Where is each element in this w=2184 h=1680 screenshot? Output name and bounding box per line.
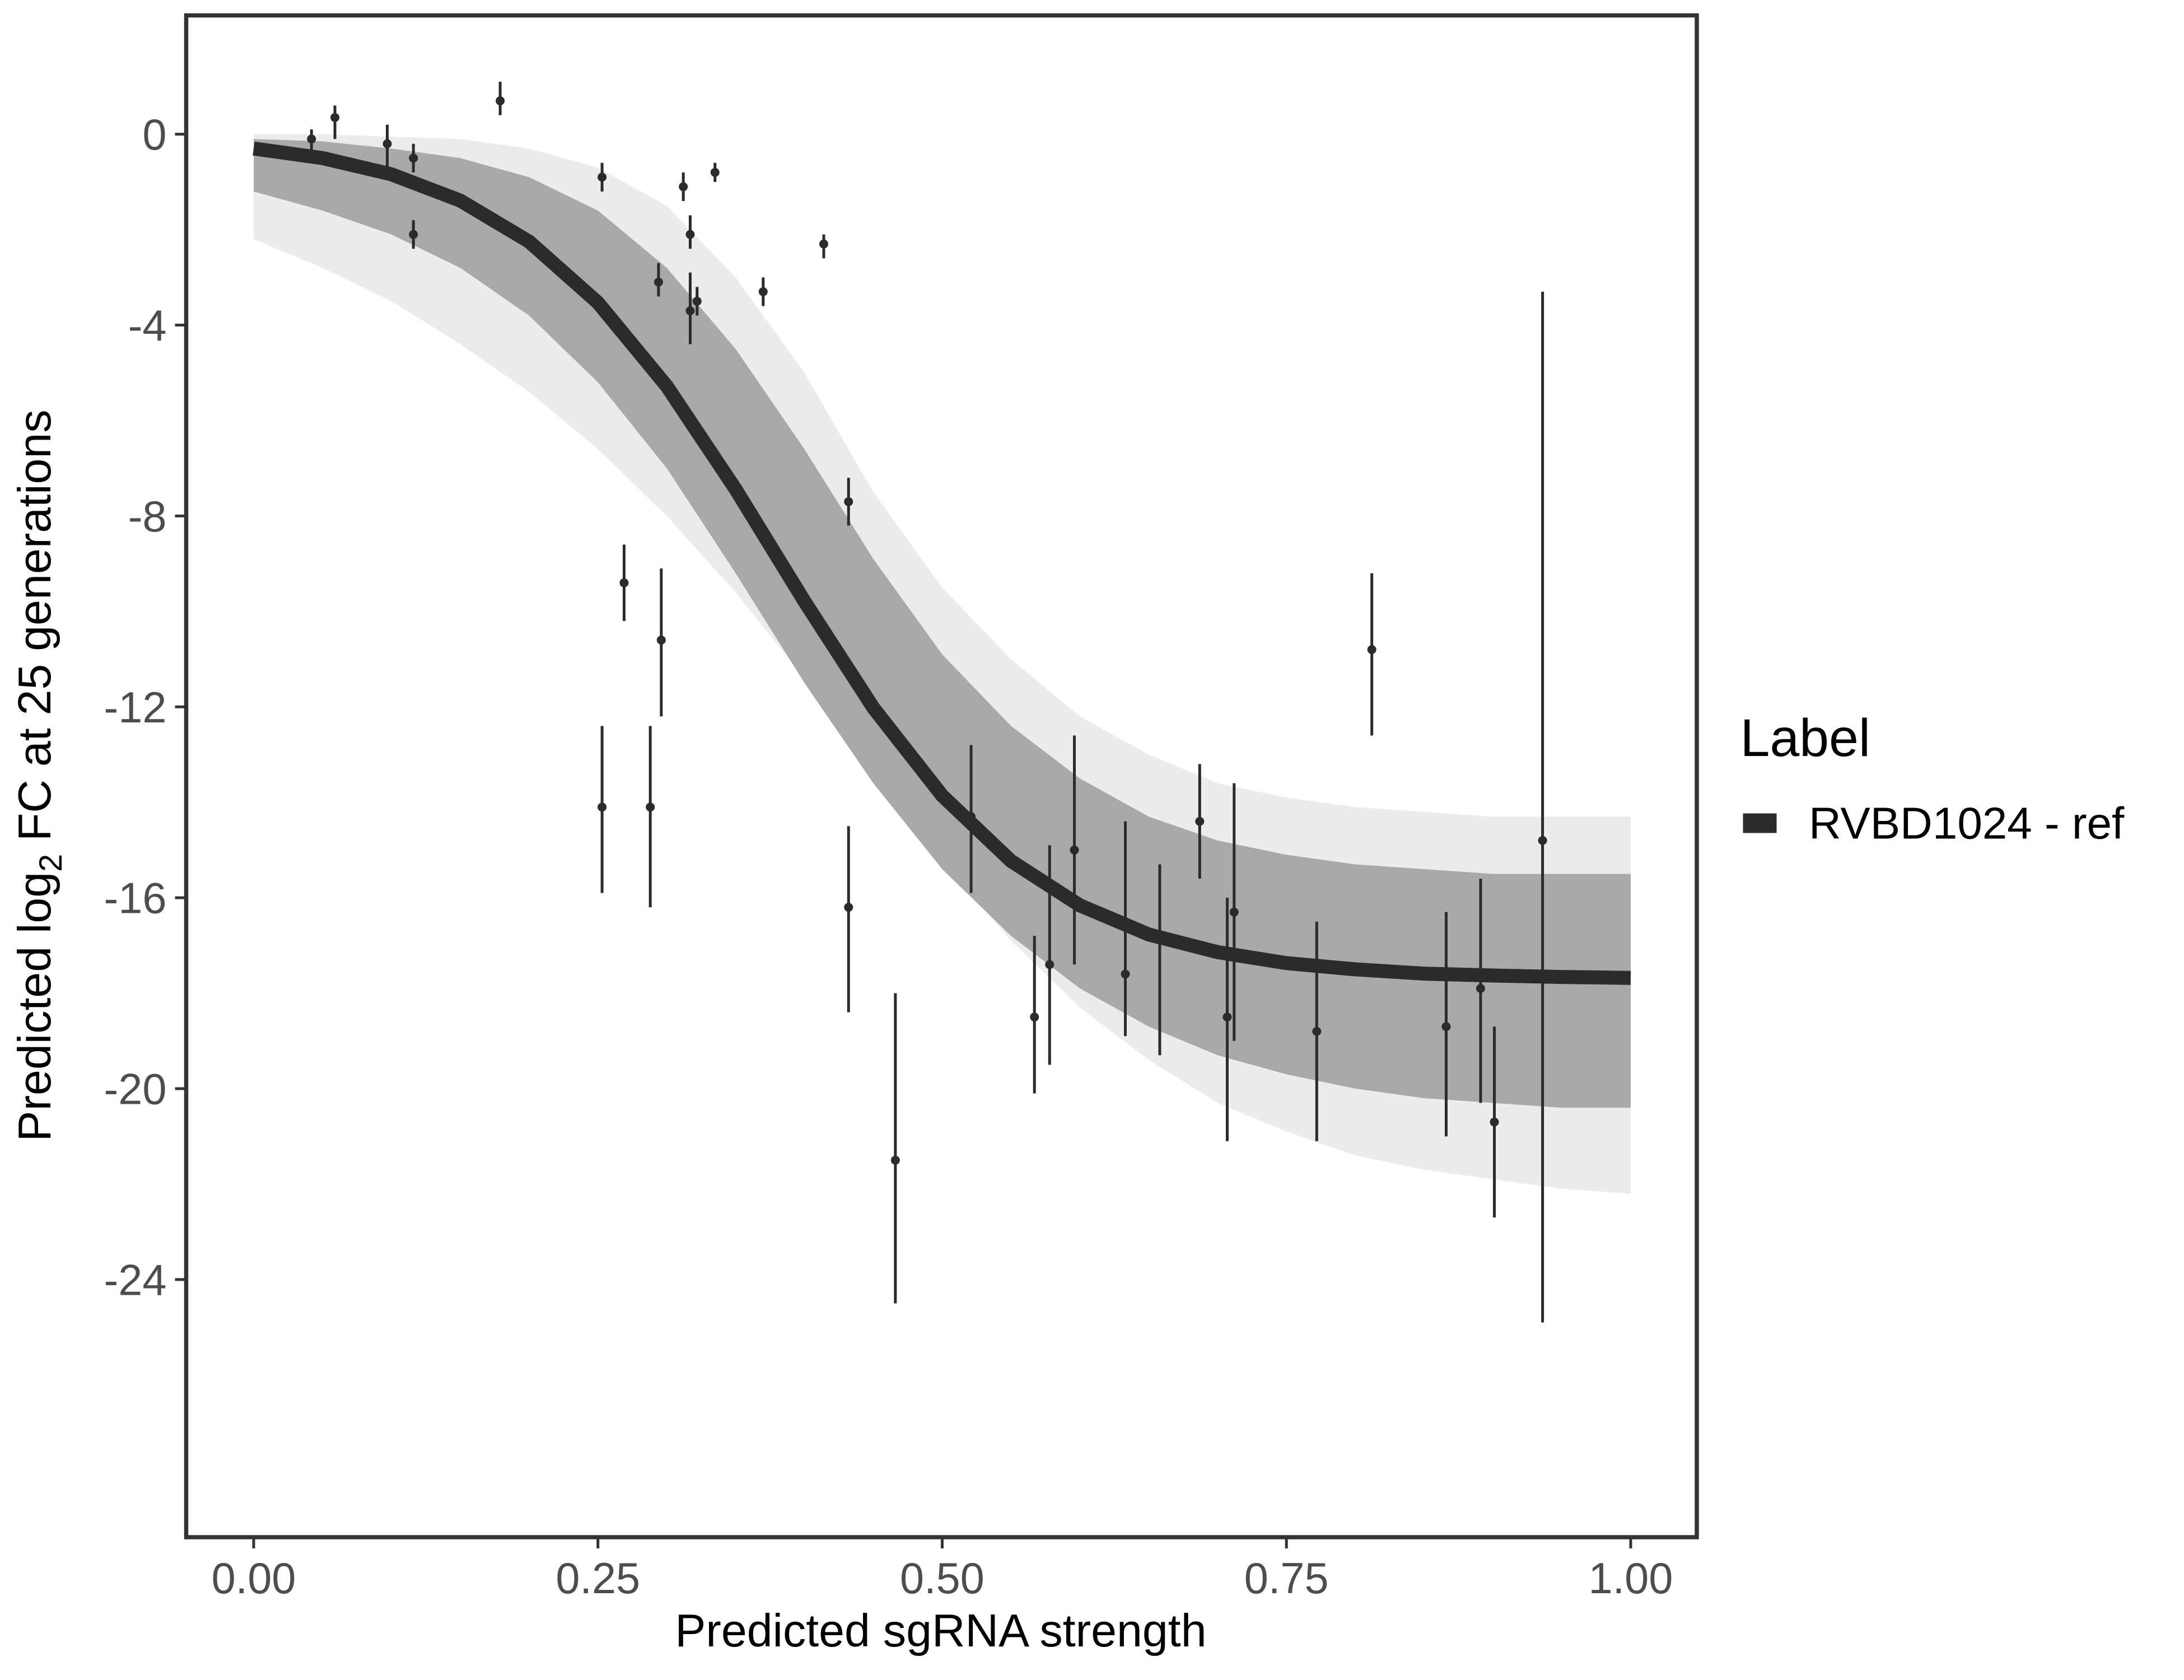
point [656,635,666,645]
point [1476,984,1485,993]
point [1538,836,1547,845]
point [654,277,663,287]
point [646,802,655,812]
x-tick-label: 0.00 [212,1555,296,1603]
point [1312,1026,1322,1036]
legend-label: RVBD1024 - ref [1809,799,2125,848]
point [819,239,829,249]
y-tick-label: -12 [104,684,166,732]
x-tick-label: 0.75 [1244,1555,1329,1603]
point [679,182,688,192]
uncertainty-band [253,139,1631,1108]
y-tick-label: 0 [142,111,166,159]
point [409,230,418,239]
point [1441,1022,1451,1032]
y-tick-label: -16 [104,875,166,923]
point [1195,816,1205,826]
point [598,172,607,182]
point [382,139,392,148]
x-tick-label: 1.00 [1589,1555,1673,1603]
y-tick-label: -20 [104,1065,166,1113]
point [1045,960,1054,969]
point [619,578,629,587]
point [1030,1012,1039,1022]
x-tick-label: 0.50 [900,1555,984,1603]
point [692,296,702,306]
point [710,167,720,177]
point [307,134,316,144]
y-axis-title-subscript: 2 [33,854,69,872]
x-tick-label: 0.25 [556,1555,640,1603]
point [496,96,505,106]
x-axis-title: Predicted sgRNA strength [675,1605,1206,1656]
point [409,153,418,163]
plot-area [253,81,1631,1323]
y-axis-title: Predicted log2 FC at 25 generations [9,410,69,1142]
fit-line [253,141,1631,985]
y-tick-label: -4 [128,302,167,350]
point [1229,907,1239,917]
y-tick-label: -24 [104,1256,166,1304]
point [1121,969,1130,979]
y-axis-title-part: Predicted log [9,872,60,1142]
y-tick-label: -8 [128,493,167,541]
point [1155,931,1164,941]
point [1367,645,1376,655]
point [330,113,340,122]
point [844,903,853,912]
point [1490,1117,1499,1127]
legend: RVBD1024 - ref [1743,799,2125,848]
point [685,306,695,315]
point [758,287,768,296]
point [967,812,976,822]
point [890,1155,900,1165]
legend-swatch [1743,813,1777,833]
point [598,802,607,812]
legend-title: Label [1740,708,1870,768]
point [1070,845,1079,855]
point [685,230,695,239]
y-axis-title-part: FC at 25 generations [9,410,60,854]
point [844,497,853,506]
point [1222,1012,1232,1022]
